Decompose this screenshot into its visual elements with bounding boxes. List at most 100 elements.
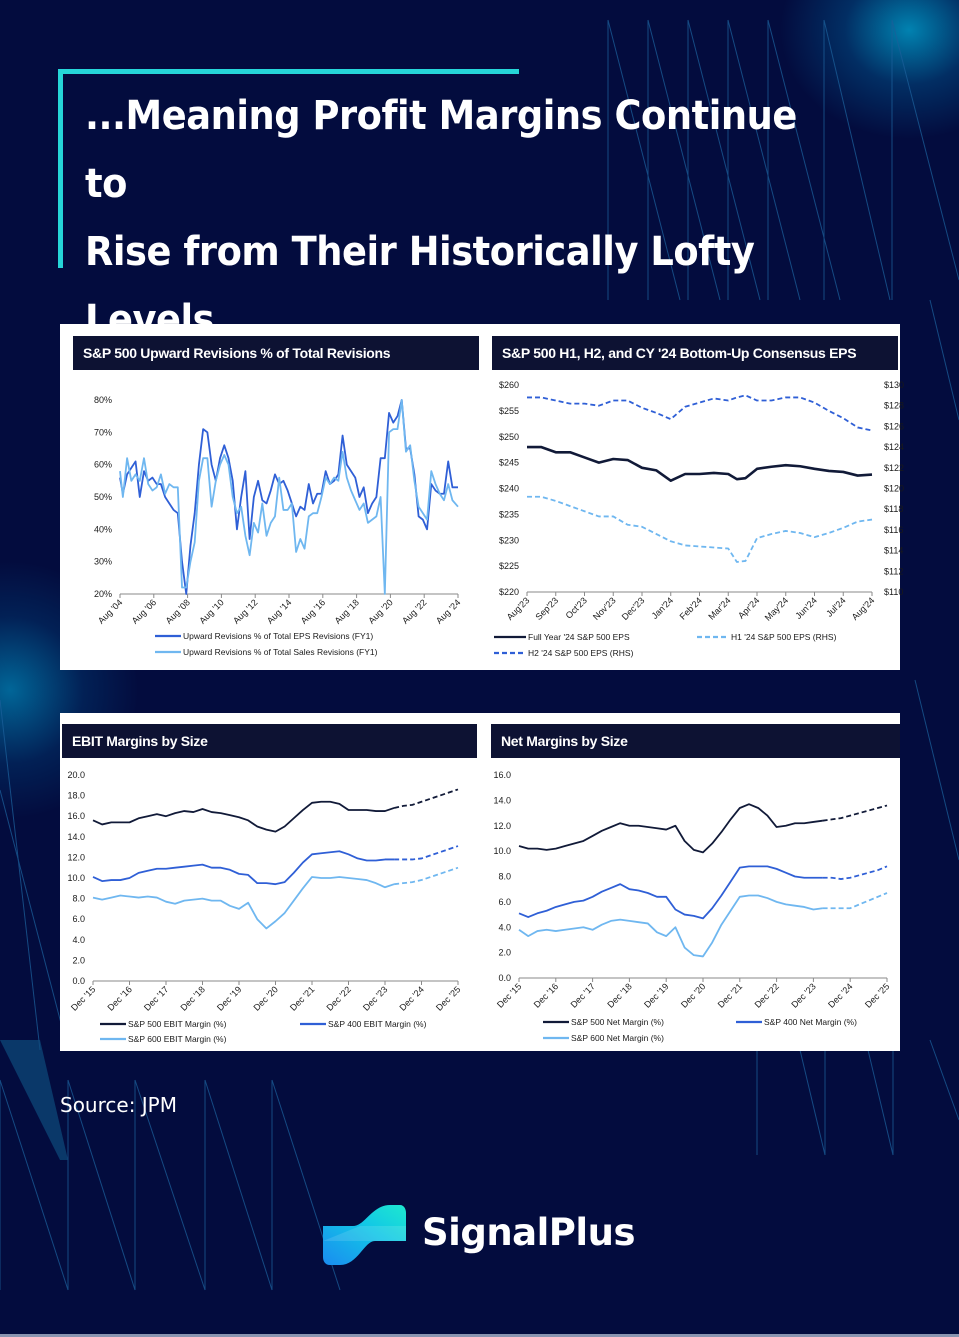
bottom-charts-panel: EBIT Margins by Size Net Margins by Size…	[60, 713, 900, 1051]
top-charts-panel: S&P 500 Upward Revisions % of Total Revi…	[60, 324, 904, 670]
y-tick-label: 60%	[94, 460, 112, 470]
legend-label: S&P 400 EBIT Margin (%)	[328, 1019, 427, 1029]
legend-label: S&P 500 Net Margin (%)	[571, 1017, 664, 1027]
y-tick-label: 50%	[94, 492, 112, 502]
y-tick-label: 12.0	[67, 852, 85, 862]
x-tick-label: Apr'24	[736, 595, 761, 620]
page-title-line: ...Meaning Profit Margins Continue to	[85, 93, 797, 207]
chart-title-net: Net Margins by Size	[491, 724, 900, 758]
y-tick-label: 0.0	[72, 976, 85, 986]
signalplus-logo-icon	[323, 1205, 406, 1265]
page-title-line: Rise from Their Historically Lofty	[85, 229, 755, 275]
y-tick-label: 8.0	[498, 872, 511, 882]
y-tick-label: 20%	[94, 589, 112, 599]
y-tick-label: 70%	[94, 427, 112, 437]
y-tick-label: 16.0	[493, 770, 511, 780]
y2-tick-label: $116	[884, 525, 903, 535]
series-forecast-line	[394, 845, 459, 861]
series-line	[92, 800, 395, 833]
legend-label: Upward Revisions % of Total EPS Revision…	[183, 631, 373, 641]
page-title: ...Meaning Profit Margins Continue to Ri…	[85, 82, 839, 354]
title-accent-bar-top	[58, 69, 519, 74]
x-tick-label: Dec '17	[569, 981, 597, 1009]
y-tick-label: $225	[499, 561, 519, 571]
ebit-margins-chart: Dec '15 Dec '16 Dec '17 Dec '18 Dec '19 Dec '…	[67, 770, 462, 1044]
x-tick-label: Jan'24	[650, 595, 676, 621]
y-tick-label: 14.0	[493, 795, 511, 805]
revisions-chart: Aug '04 Aug '06 Aug '08 Aug '10 Aug '12 Aug '…	[94, 395, 462, 657]
legend-label: S&P 500 EBIT Margin (%)	[128, 1019, 227, 1029]
y-tick-label: $255	[499, 406, 519, 416]
x-tick-label: Aug'24	[850, 595, 877, 622]
legend-label: H2 '24 S&P 500 EPS (RHS)	[528, 648, 634, 658]
y-tick-label: $230	[499, 535, 519, 545]
x-tick-label: Aug '20	[366, 597, 394, 625]
x-tick-label: Nov'23	[591, 595, 618, 622]
x-tick-label: Dec '24	[397, 984, 425, 1012]
y-tick-label: $220	[499, 587, 519, 597]
net-margins-chart: Dec '15 Dec '16 Dec '17 Dec '18 Dec '19 Dec '…	[493, 770, 891, 1043]
series-line	[119, 399, 458, 595]
y2-tick-label: $126	[884, 421, 904, 431]
x-tick-label: Dec '16	[105, 984, 133, 1012]
x-tick-label: Jun'24	[793, 595, 819, 621]
y-tick-label: $250	[499, 432, 519, 442]
x-tick-label: Dec '17	[142, 984, 170, 1012]
x-tick-label: Aug '10	[197, 597, 225, 625]
x-tick-label: Aug'23	[505, 595, 532, 622]
x-tick-label: Sep'23	[533, 595, 560, 622]
background-glow-top-right	[779, 0, 959, 140]
y2-tick-label: $124	[884, 442, 904, 452]
series-forecast-line	[822, 892, 888, 910]
y2-tick-label: $122	[884, 463, 904, 473]
y-tick-label: 6.0	[498, 897, 511, 907]
chart-title-revisions: S&P 500 Upward Revisions % of Total Revi…	[73, 336, 479, 370]
chart-title-eps: S&P 500 H1, H2, and CY '24 Bottom-Up Con…	[492, 336, 898, 370]
x-tick-label: Dec '22	[753, 981, 781, 1009]
legend-label: S&P 600 EBIT Margin (%)	[128, 1034, 227, 1044]
x-tick-label: Dec '23	[789, 981, 817, 1009]
series-line	[518, 803, 823, 854]
x-tick-label: Dec '25	[863, 981, 891, 1009]
y2-tick-label: $128	[884, 401, 904, 411]
legend-label: Full Year '24 S&P 500 EPS	[528, 632, 630, 642]
x-tick-label: Aug '22	[400, 597, 428, 625]
x-tick-label: Aug '08	[164, 597, 192, 625]
source-note: Source: JPM	[60, 1093, 178, 1117]
legend-label: Upward Revisions % of Total Sales Revisi…	[183, 647, 378, 657]
legend-label: S&P 400 Net Margin (%)	[764, 1017, 857, 1027]
series-forecast-line	[394, 866, 459, 886]
x-tick-label: Dec '15	[495, 981, 523, 1009]
series-line	[518, 894, 823, 958]
y2-tick-label: $120	[884, 484, 904, 494]
y-tick-label: 4.0	[498, 922, 511, 932]
y-tick-label: $245	[499, 458, 519, 468]
y-tick-label: 18.0	[67, 791, 85, 801]
x-tick-label: Dec '23	[361, 984, 389, 1012]
brand-name: SignalPlus	[422, 1211, 635, 1254]
x-tick-label: Dec '25	[434, 984, 462, 1012]
x-tick-label: Aug '06	[130, 597, 158, 625]
x-tick-label: Aug '18	[333, 597, 361, 625]
y-tick-label: $240	[499, 484, 519, 494]
y-tick-label: 40%	[94, 524, 112, 534]
y-tick-label: 20.0	[67, 770, 85, 780]
x-tick-label: Dec '21	[288, 984, 316, 1012]
series-forecast-line	[822, 865, 888, 880]
series-line	[518, 865, 823, 920]
x-tick-label: Aug '24	[434, 597, 462, 625]
series-line	[527, 394, 873, 432]
brand-logo: SignalPlus	[320, 1203, 650, 1273]
y-tick-label: 80%	[94, 395, 112, 405]
x-tick-label: Aug '16	[299, 597, 327, 625]
x-tick-label: Feb'24	[678, 595, 704, 621]
series-line	[527, 445, 873, 483]
y-tick-label: $235	[499, 509, 519, 519]
legend-label: S&P 600 Net Margin (%)	[571, 1033, 664, 1043]
y-tick-label: 10.0	[493, 846, 511, 856]
bottom-border	[0, 1334, 959, 1337]
x-tick-label: Dec '20	[251, 984, 279, 1012]
title-accent-bar-left	[58, 69, 63, 268]
y-tick-label: 6.0	[72, 914, 85, 924]
x-tick-label: Dec '22	[324, 984, 352, 1012]
